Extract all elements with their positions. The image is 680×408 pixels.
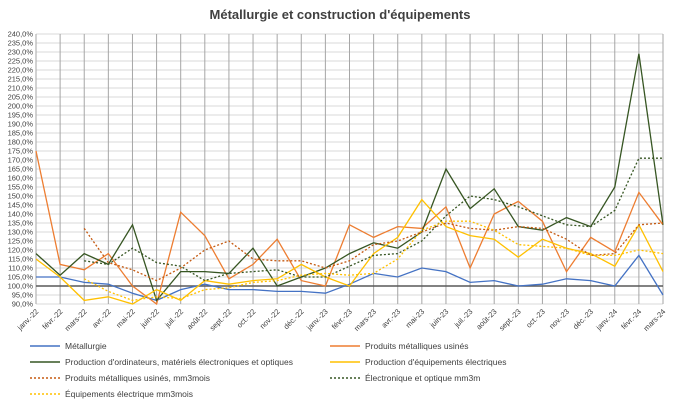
series-line xyxy=(36,254,664,302)
x-tick-label: avr.-22 xyxy=(90,307,113,330)
y-tick-label: 100,0% xyxy=(8,282,34,291)
y-tick-label: 210,0% xyxy=(8,84,34,93)
x-tick-label: nov.-22 xyxy=(258,307,282,331)
chart-title: Métallurgie et construction d'équipement… xyxy=(209,7,471,22)
legend-label: Produits métalliques usinés, mm3mois xyxy=(65,373,210,383)
y-tick-label: 220,0% xyxy=(8,66,34,75)
y-tick-label: 235,0% xyxy=(8,39,34,48)
x-tick-label: juil.-23 xyxy=(452,307,475,330)
legend-label: Produits métalliques usinés xyxy=(365,341,468,351)
y-tick-label: 150,0% xyxy=(8,192,34,201)
y-tick-label: 215,0% xyxy=(8,75,34,84)
legend-label: Production d'équipements électriques xyxy=(365,357,507,367)
legend-label: Électronique et optique mm3m xyxy=(365,373,480,383)
series-line xyxy=(35,53,664,302)
y-tick-label: 130,0% xyxy=(8,228,34,237)
x-tick-label: déc.-23 xyxy=(571,307,595,331)
x-tick-label: mars-22 xyxy=(63,307,89,333)
x-tick-label: mai-22 xyxy=(114,307,137,330)
y-tick-label: 190,0% xyxy=(8,120,34,129)
y-tick-label: 125,0% xyxy=(8,237,34,246)
y-tick-label: 105,0% xyxy=(8,273,34,282)
legend-label: Métallurgie xyxy=(65,341,107,351)
y-tick-label: 180,0% xyxy=(8,138,34,147)
x-tick-label: juil.-22 xyxy=(162,307,185,330)
x-tick-label: août-23 xyxy=(474,307,498,331)
series-line xyxy=(35,150,664,306)
x-tick-label: juin-23 xyxy=(427,307,450,330)
x-tick-label: févr.-24 xyxy=(619,307,643,331)
x-tick-label: sept.-23 xyxy=(497,307,523,333)
y-tick-label: 205,0% xyxy=(8,93,34,102)
y-tick-label: 200,0% xyxy=(8,102,34,111)
legend-label: Production d'ordinateurs, matériels élec… xyxy=(65,357,293,367)
y-tick-label: 230,0% xyxy=(8,48,34,57)
x-tick-label: janv.-24 xyxy=(594,307,620,333)
y-tick-label: 155,0% xyxy=(8,183,34,192)
y-tick-label: 185,0% xyxy=(8,129,34,138)
x-tick-label: oct.-22 xyxy=(235,307,258,330)
x-tick-label: janv.-23 xyxy=(304,307,330,333)
y-tick-label: 160,0% xyxy=(8,174,34,183)
x-tick-label: nov.-23 xyxy=(547,307,571,331)
y-tick-label: 145,0% xyxy=(8,201,34,210)
y-tick-label: 225,0% xyxy=(8,57,34,66)
x-tick-label: avr.-23 xyxy=(380,307,403,330)
x-tick-label: mars-24 xyxy=(642,307,668,333)
y-tick-label: 135,0% xyxy=(8,219,34,228)
x-tick-label: févr.-23 xyxy=(330,307,354,331)
y-tick-label: 90,0% xyxy=(12,300,34,309)
y-tick-label: 120,0% xyxy=(8,246,34,255)
x-tick-label: mai-23 xyxy=(404,307,427,330)
y-tick-label: 110,0% xyxy=(8,264,33,273)
y-tick-label: 165,0% xyxy=(8,165,34,174)
y-tick-label: 240,0% xyxy=(8,30,34,39)
x-tick-label: janv.-22 xyxy=(15,307,41,333)
y-tick-label: 95,0% xyxy=(12,291,34,300)
x-tick-label: oct.-23 xyxy=(524,307,547,330)
x-tick-label: sept.-22 xyxy=(208,307,234,333)
x-tick-label: déc.-22 xyxy=(282,307,306,331)
x-tick-label: août-22 xyxy=(185,307,209,331)
y-tick-label: 115,0% xyxy=(8,255,33,264)
series-line xyxy=(83,222,664,282)
series-line xyxy=(84,157,663,282)
x-tick-label: févr.-22 xyxy=(40,307,64,331)
x-tick-label: juin-22 xyxy=(138,307,161,330)
y-tick-label: 140,0% xyxy=(8,210,34,219)
series-line xyxy=(83,220,664,302)
legend-label: Équipements électrique mm3mois xyxy=(65,389,193,399)
y-tick-label: 175,0% xyxy=(8,147,34,156)
x-tick-label: mars-23 xyxy=(352,307,378,333)
y-tick-label: 195,0% xyxy=(8,111,34,120)
y-tick-label: 170,0% xyxy=(8,156,34,165)
